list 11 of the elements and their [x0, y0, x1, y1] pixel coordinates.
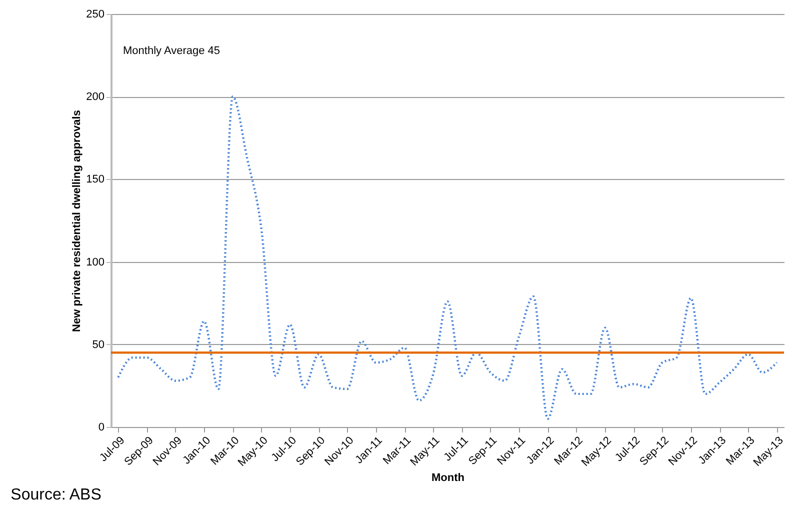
annotation: Monthly Average 45	[123, 45, 220, 57]
x-axis-title: Month	[432, 472, 465, 484]
y-tick-label: 250	[86, 8, 104, 20]
y-tick-label: 0	[98, 422, 104, 434]
y-tick-label: 100	[86, 256, 104, 268]
y-axis-title: New private residential dwelling approvals	[71, 110, 84, 332]
line-series	[117, 96, 778, 420]
y-tick-label: 200	[86, 91, 104, 104]
source-note: Source: ABS	[10, 486, 102, 504]
y-tick-label: 50	[92, 338, 104, 351]
y-tick-label: 150	[86, 174, 104, 186]
